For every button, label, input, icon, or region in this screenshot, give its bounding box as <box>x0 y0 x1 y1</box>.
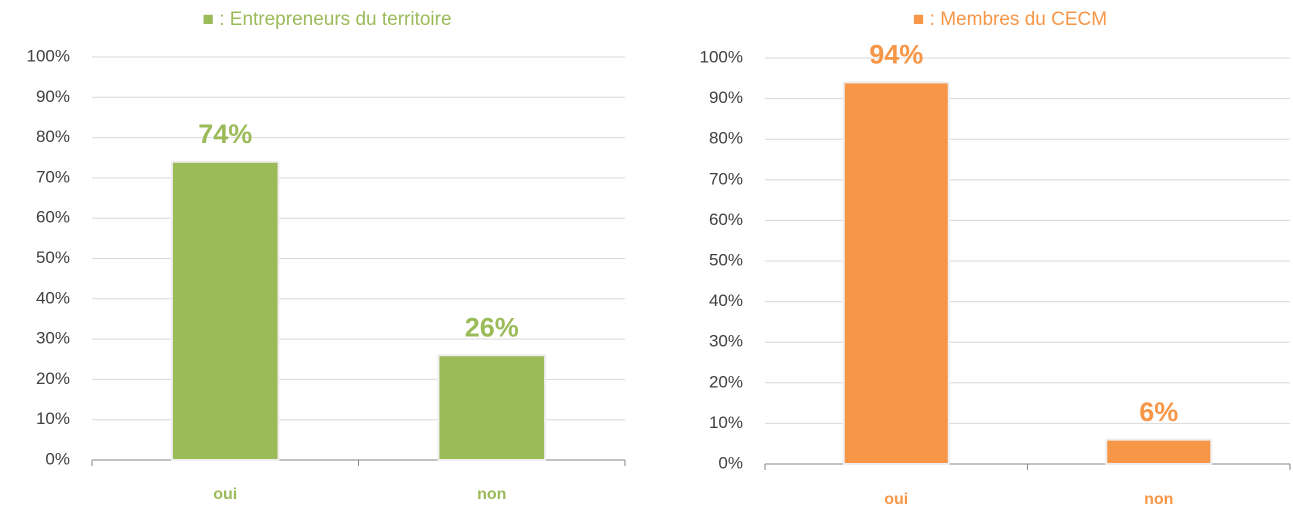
y-tick-label: 30% <box>709 332 743 351</box>
y-tick-label: 0% <box>45 449 70 468</box>
bar <box>437 354 547 461</box>
y-tick-label: 100% <box>700 47 743 66</box>
x-tick-label: non <box>1144 491 1173 506</box>
y-tick-label: 50% <box>36 248 70 267</box>
y-tick-label: 20% <box>36 369 70 388</box>
y-tick-label: 20% <box>709 372 743 391</box>
y-tick-label: 40% <box>36 288 70 307</box>
y-tick-label: 10% <box>36 409 70 428</box>
y-tick-label: 10% <box>709 413 743 432</box>
x-tick-label: oui <box>213 486 237 503</box>
y-tick-label: 70% <box>36 167 70 186</box>
data-label: 94% <box>869 39 923 69</box>
x-tick-label: oui <box>884 491 908 506</box>
y-tick-label: 80% <box>709 129 743 148</box>
y-tick-label: 90% <box>709 88 743 107</box>
x-tick-label: non <box>477 486 506 503</box>
y-tick-label: 0% <box>718 453 743 472</box>
y-tick-label: 80% <box>36 127 70 146</box>
chart-title: ■ : Membres du CECM <box>913 9 1107 30</box>
data-label: 74% <box>198 119 252 149</box>
y-tick-label: 100% <box>27 46 70 65</box>
bar <box>842 81 950 466</box>
y-tick-label: 60% <box>709 210 743 229</box>
chart-title: ■ : Entrepreneurs du territoire <box>202 9 451 30</box>
y-tick-label: 40% <box>709 291 743 310</box>
data-label: 26% <box>465 312 519 342</box>
y-tick-label: 50% <box>709 250 743 269</box>
y-tick-label: 30% <box>36 329 70 348</box>
data-label: 6% <box>1139 397 1178 427</box>
bar <box>170 160 280 461</box>
bar <box>1105 438 1213 466</box>
y-tick-label: 60% <box>36 208 70 227</box>
y-tick-label: 70% <box>709 169 743 188</box>
y-tick-label: 90% <box>36 87 70 106</box>
